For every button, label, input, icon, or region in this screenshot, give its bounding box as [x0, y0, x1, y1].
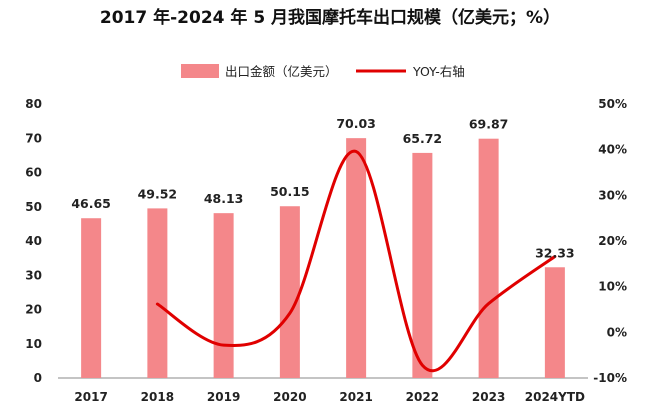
- yoy-line-series: [155, 149, 557, 373]
- x-tick-label: 2024YTD: [525, 390, 585, 404]
- x-tick-label: 2017: [74, 390, 107, 404]
- y-left-tick-label: 80: [25, 97, 42, 111]
- y-left-tick-label: 60: [25, 166, 42, 180]
- y-right-tick-label: 50%: [598, 97, 627, 111]
- x-tick-label: 2019: [207, 390, 240, 404]
- bar-value-label: 46.65: [71, 196, 111, 211]
- bar: [412, 152, 433, 378]
- bar: [213, 213, 234, 378]
- data-labels: 46.65 49.52 48.13 50.15 70.03 65.72 69.87 32.33: [71, 116, 574, 260]
- axes: 0 10 20 30 40 50 60 70 80 -10% 0% 10% 20% 30% 40% 50% 20…: [25, 97, 627, 404]
- bar: [147, 208, 168, 378]
- yoy-point: [554, 256, 556, 258]
- yoy-point: [421, 364, 423, 366]
- bar-value-label: 32.33: [535, 245, 575, 260]
- y-left-tick-label: 20: [25, 303, 42, 317]
- y-left-tick-label: 70: [25, 131, 42, 145]
- bars: [81, 138, 565, 378]
- yoy-point: [223, 344, 225, 346]
- bar: [81, 218, 102, 378]
- bar-value-label: 49.52: [138, 186, 178, 201]
- y-right-tick-label: 10%: [598, 280, 627, 294]
- legend-line-label: YOY-右轴: [412, 64, 465, 79]
- y-right-tick-label: 20%: [598, 234, 627, 248]
- y-right-tick-label: 0%: [607, 325, 627, 339]
- y-right-tick-label: -10%: [593, 371, 627, 385]
- x-tick-label: 2021: [339, 390, 372, 404]
- x-tick-label: 2023: [472, 390, 505, 404]
- bar-value-label: 70.03: [336, 116, 376, 131]
- bar-value-label: 50.15: [270, 184, 310, 199]
- yoy-point: [488, 303, 490, 305]
- legend-bar-swatch: [181, 64, 219, 78]
- x-tick-label: 2018: [141, 390, 174, 404]
- x-tick-label: 2020: [273, 390, 306, 404]
- y-left-tick-label: 50: [25, 200, 42, 214]
- bar: [346, 138, 367, 378]
- bar-value-label: 69.87: [469, 117, 509, 132]
- y-left-tick-label: 0: [34, 371, 42, 385]
- bar-value-label: 65.72: [403, 131, 443, 146]
- bar: [279, 206, 300, 378]
- legend-bar-label: 出口金额（亿美元）: [225, 64, 338, 79]
- bar: [544, 267, 565, 378]
- yoy-point: [289, 312, 291, 314]
- x-tick-label: 2022: [406, 390, 439, 404]
- yoy-point: [156, 303, 158, 305]
- y-right-tick-label: 30%: [598, 188, 627, 202]
- legend: 出口金额（亿美元） YOY-右轴: [181, 64, 465, 79]
- y-left-tick-label: 10: [25, 337, 42, 351]
- chart-title: 2017 年-2024 年 5 月我国摩托车出口规模（亿美元；%）: [100, 7, 560, 28]
- bar-value-label: 48.13: [204, 191, 244, 206]
- y-left-tick-label: 40: [25, 234, 42, 248]
- y-left-tick-label: 30: [25, 268, 42, 282]
- bar: [478, 138, 499, 378]
- yoy-point: [355, 150, 357, 152]
- y-right-tick-label: 40%: [598, 143, 627, 157]
- yoy-line: [155, 149, 557, 373]
